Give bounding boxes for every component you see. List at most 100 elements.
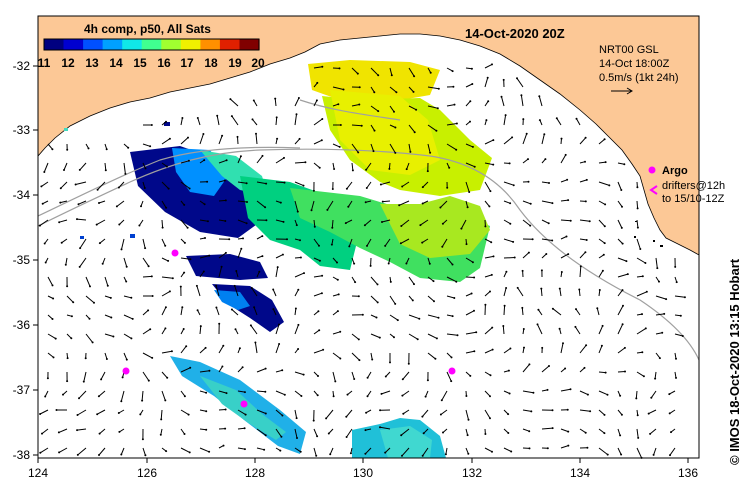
current-arrow: [99, 238, 106, 244]
current-arrow-head: [467, 418, 470, 421]
current-arrow: [382, 200, 391, 203]
current-arrow: [41, 181, 49, 187]
current-arrow: [313, 139, 323, 145]
current-arrow: [579, 409, 591, 412]
current-arrow-head: [522, 118, 525, 121]
current-arrow: [576, 118, 581, 126]
current-arrow: [445, 447, 448, 455]
current-arrow-head: [345, 436, 348, 438]
y-tick-label: -32: [13, 59, 31, 73]
current-arrow: [161, 328, 166, 335]
current-arrow: [484, 409, 491, 419]
current-arrow: [364, 219, 372, 226]
current-arrow: [216, 115, 220, 126]
current-arrow-head: [303, 272, 305, 275]
argo-legend-icon: [648, 166, 656, 174]
current-arrow: [123, 295, 132, 299]
current-arrow-head: [652, 453, 655, 456]
current-arrow: [79, 257, 87, 268]
current-arrow-head: [451, 263, 454, 266]
current-arrow: [446, 257, 453, 265]
current-arrow-head: [401, 378, 404, 381]
current-arrow-head: [669, 454, 671, 457]
current-arrow: [116, 200, 125, 207]
current-arrow: [275, 219, 284, 223]
current-arrow-head: [551, 427, 554, 430]
current-arrow-head: [187, 136, 189, 139]
current-arrow: [98, 447, 106, 456]
current-arrow-head: [598, 289, 601, 291]
current-arrow-head: [222, 444, 225, 447]
current-arrow-head: [149, 145, 152, 148]
current-arrow-head: [118, 430, 121, 433]
current-arrow-head: [473, 350, 476, 353]
current-arrow: [421, 238, 429, 244]
current-arrow-head: [109, 296, 112, 299]
current-arrow-head: [203, 159, 206, 162]
current-arrow: [199, 370, 210, 373]
current-arrow: [256, 447, 265, 451]
current-arrow-head: [104, 169, 107, 172]
current-arrow: [465, 276, 475, 278]
current-arrow-head: [675, 376, 677, 379]
current-arrow: [47, 143, 53, 150]
current-arrow-head: [566, 408, 569, 411]
current-arrow-head: [144, 167, 147, 170]
current-arrow-head: [656, 267, 659, 270]
current-arrow-head: [58, 451, 61, 454]
current-arrow-head: [161, 226, 164, 229]
current-arrow-head: [297, 288, 300, 291]
current-arrow: [381, 390, 391, 395]
current-arrow-head: [243, 391, 246, 394]
current-arrow-head: [490, 273, 493, 276]
current-arrow-head: [548, 365, 550, 367]
current-arrow-head: [364, 452, 367, 455]
current-arrow: [104, 162, 107, 171]
current-arrow-head: [365, 168, 368, 171]
current-arrow-head: [516, 77, 518, 80]
current-arrow-head: [365, 411, 368, 414]
map-frame: [37, 15, 700, 459]
current-arrow: [346, 428, 353, 438]
current-arrow-head: [76, 218, 78, 221]
current-arrow-head: [620, 189, 623, 191]
current-arrow: [218, 266, 223, 278]
current-arrow-head: [575, 117, 578, 120]
current-arrow: [484, 291, 491, 297]
current-arrow-head: [77, 203, 80, 206]
current-arrow-head: [120, 453, 123, 456]
current-arrow-head: [239, 155, 242, 158]
current-arrow: [370, 295, 379, 303]
current-arrow: [650, 390, 657, 399]
current-arrow-head: [421, 241, 424, 244]
current-arrow: [274, 98, 277, 107]
current-arrow-head: [299, 256, 302, 259]
current-arrow-head: [316, 435, 319, 438]
current-arrow: [405, 257, 410, 264]
current-arrow: [332, 86, 344, 90]
current-arrow: [408, 143, 411, 152]
current-arrow: [347, 200, 353, 208]
current-arrow-head: [558, 287, 561, 290]
current-arrow-head: [39, 413, 42, 415]
current-arrow: [328, 428, 334, 434]
current-arrow: [79, 238, 87, 249]
current-arrow-head: [121, 376, 124, 379]
current-arrow-head: [304, 161, 307, 164]
current-arrow: [655, 332, 663, 335]
current-arrow: [142, 328, 151, 335]
current-arrow-head: [329, 453, 332, 456]
current-arrow-head: [435, 129, 438, 132]
current-arrow-head: [336, 278, 339, 281]
current-arrow: [636, 447, 643, 459]
current-arrow: [123, 333, 132, 339]
current-arrow-head: [151, 295, 154, 297]
current-arrow-head: [412, 90, 415, 93]
current-arrow: [422, 447, 429, 456]
current-arrow-head: [93, 301, 95, 304]
current-arrow-head: [182, 328, 185, 330]
current-arrow-head: [602, 253, 605, 256]
current-arrow-head: [469, 374, 472, 377]
current-arrow-head: [421, 454, 424, 457]
current-arrow: [408, 124, 416, 133]
